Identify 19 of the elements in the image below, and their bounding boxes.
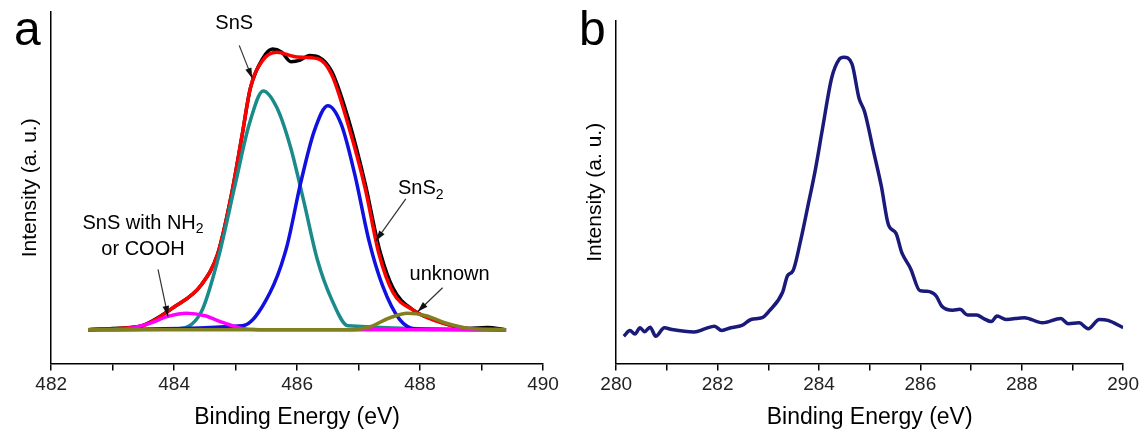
x-axis-title: Binding Energy (eV) <box>766 402 973 429</box>
x-tick-label: 488 <box>404 373 436 395</box>
chart-title: b <box>579 2 606 56</box>
x-tick-label: 286 <box>904 373 937 395</box>
x-tick-label: 288 <box>1005 373 1038 395</box>
x-tick-label: 482 <box>35 373 68 395</box>
x-tick-label: 486 <box>281 373 313 395</box>
x-tick-label: 282 <box>701 373 734 395</box>
y-axis-title: Intensity (a. u.) <box>582 122 606 262</box>
annotation: SnS <box>215 10 254 33</box>
x-tick-label: 484 <box>158 373 191 395</box>
chart-title: a <box>14 2 41 56</box>
x-tick-label: 490 <box>527 373 559 395</box>
y-axis-title: Intensity (a. u.) <box>17 118 41 258</box>
x-tick-label: 290 <box>1107 373 1139 395</box>
x-tick-label: 284 <box>803 373 836 395</box>
x-tick-label: 280 <box>600 373 633 395</box>
x-axis-title: Binding Energy (eV) <box>194 402 401 429</box>
annotation: unknown <box>409 262 490 285</box>
